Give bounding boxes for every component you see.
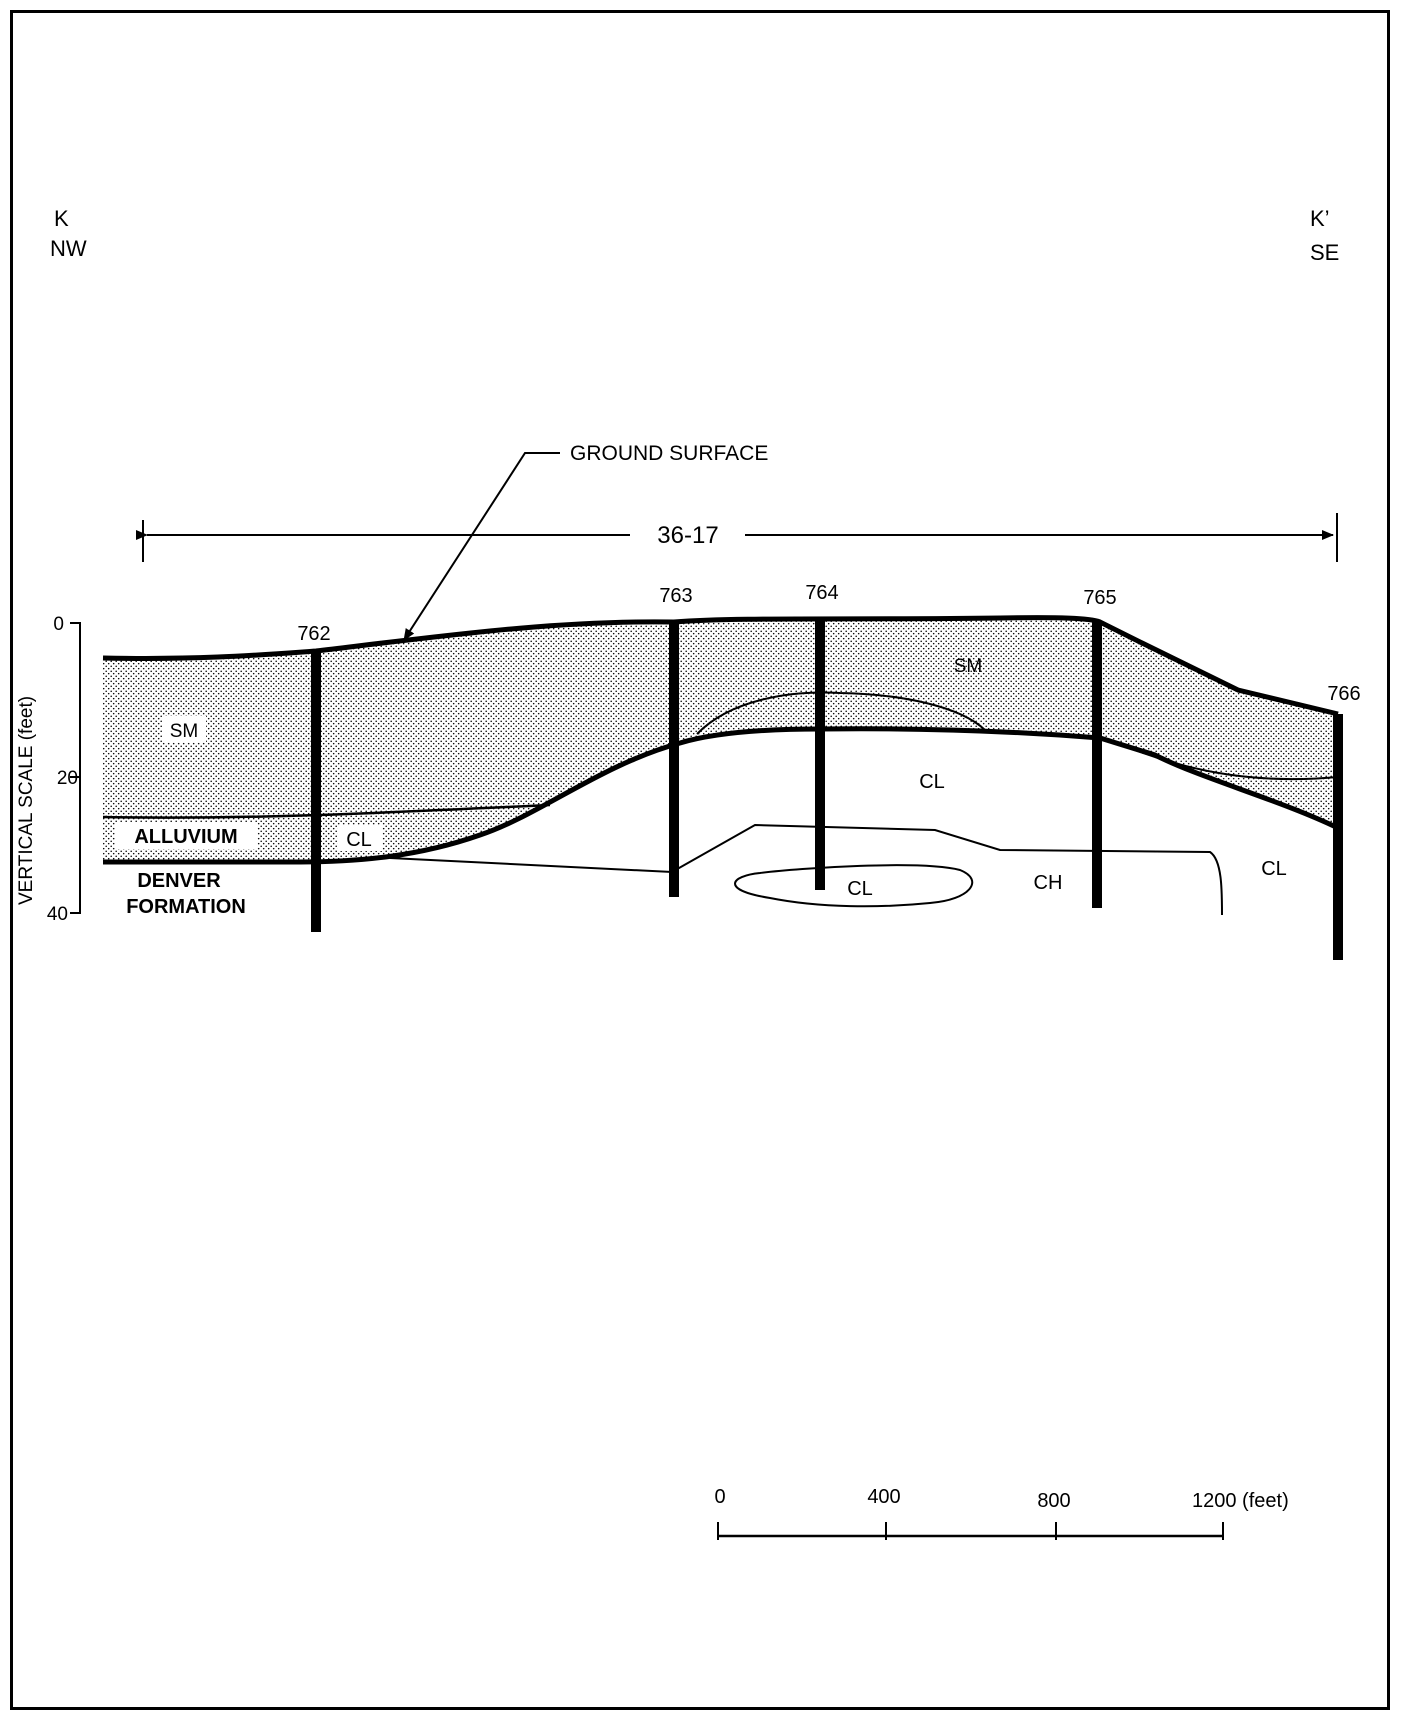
horizontal-scale-label-400: 400 — [867, 1486, 900, 1508]
ch-boundary-line — [389, 823, 1223, 916]
soil-label-sm-right: SM — [954, 656, 983, 677]
horizontal-scale-label-1200: 1200 (feet) — [1192, 1490, 1289, 1512]
ground-surface-line — [102, 615, 1339, 717]
boring-label-766: 766 — [1327, 683, 1360, 705]
vertical-scale-axis — [70, 622, 81, 914]
sm-left-label-bg — [162, 716, 206, 742]
ground-surface-label: GROUND SURFACE — [570, 442, 768, 465]
soil-label-cl-right: CL — [1261, 858, 1287, 880]
figure-border — [10, 10, 1390, 1710]
horizontal-scale-label-800: 800 — [1037, 1490, 1070, 1512]
section-end-label: K’ — [1310, 206, 1330, 231]
unit-label-formation: FORMATION — [126, 896, 246, 918]
sm-lens-boundary — [696, 691, 986, 735]
vertical-scale-tick-label-20: 20 — [57, 768, 78, 789]
sand-layer-stipple — [103, 617, 1338, 862]
vertical-scale-tick-label-40: 40 — [47, 904, 68, 925]
section-start-direction: NW — [50, 236, 87, 261]
cl-lens-boundary — [734, 864, 974, 908]
boring-label-763: 763 — [659, 585, 692, 607]
extent-label: 36-17 — [657, 522, 718, 549]
alluvium-cl-boundary — [102, 803, 551, 819]
soil-label-sm-left: SM — [170, 721, 199, 742]
alluvium-label-bg — [115, 822, 257, 849]
unit-label-denver: DENVER — [137, 870, 221, 892]
vertical-scale-title: VERTICAL SCALE (feet) — [16, 696, 37, 905]
vertical-scale-tick-label-0: 0 — [53, 614, 64, 635]
soil-label-cl-alluvium: CL — [346, 829, 372, 851]
section-end-direction: SE — [1310, 240, 1339, 265]
soil-label-cl-upper: CL — [919, 771, 945, 793]
sm-right-wedge-boundary — [1109, 739, 1339, 781]
soil-label-ch: CH — [1034, 872, 1063, 894]
boring-label-762: 762 — [297, 623, 330, 645]
ground-surface-leader-arrow — [403, 452, 560, 641]
section-start-label: K — [54, 206, 69, 231]
soil-label-cl-lens: CL — [847, 878, 873, 900]
horizontal-scale-label-0: 0 — [714, 1486, 725, 1508]
boring-label-765: 765 — [1083, 587, 1116, 609]
cl-alluvium-label-bg — [338, 825, 382, 851]
boring-label-764: 764 — [805, 582, 838, 604]
unit-label-alluvium: ALLUVIUM — [134, 826, 237, 848]
